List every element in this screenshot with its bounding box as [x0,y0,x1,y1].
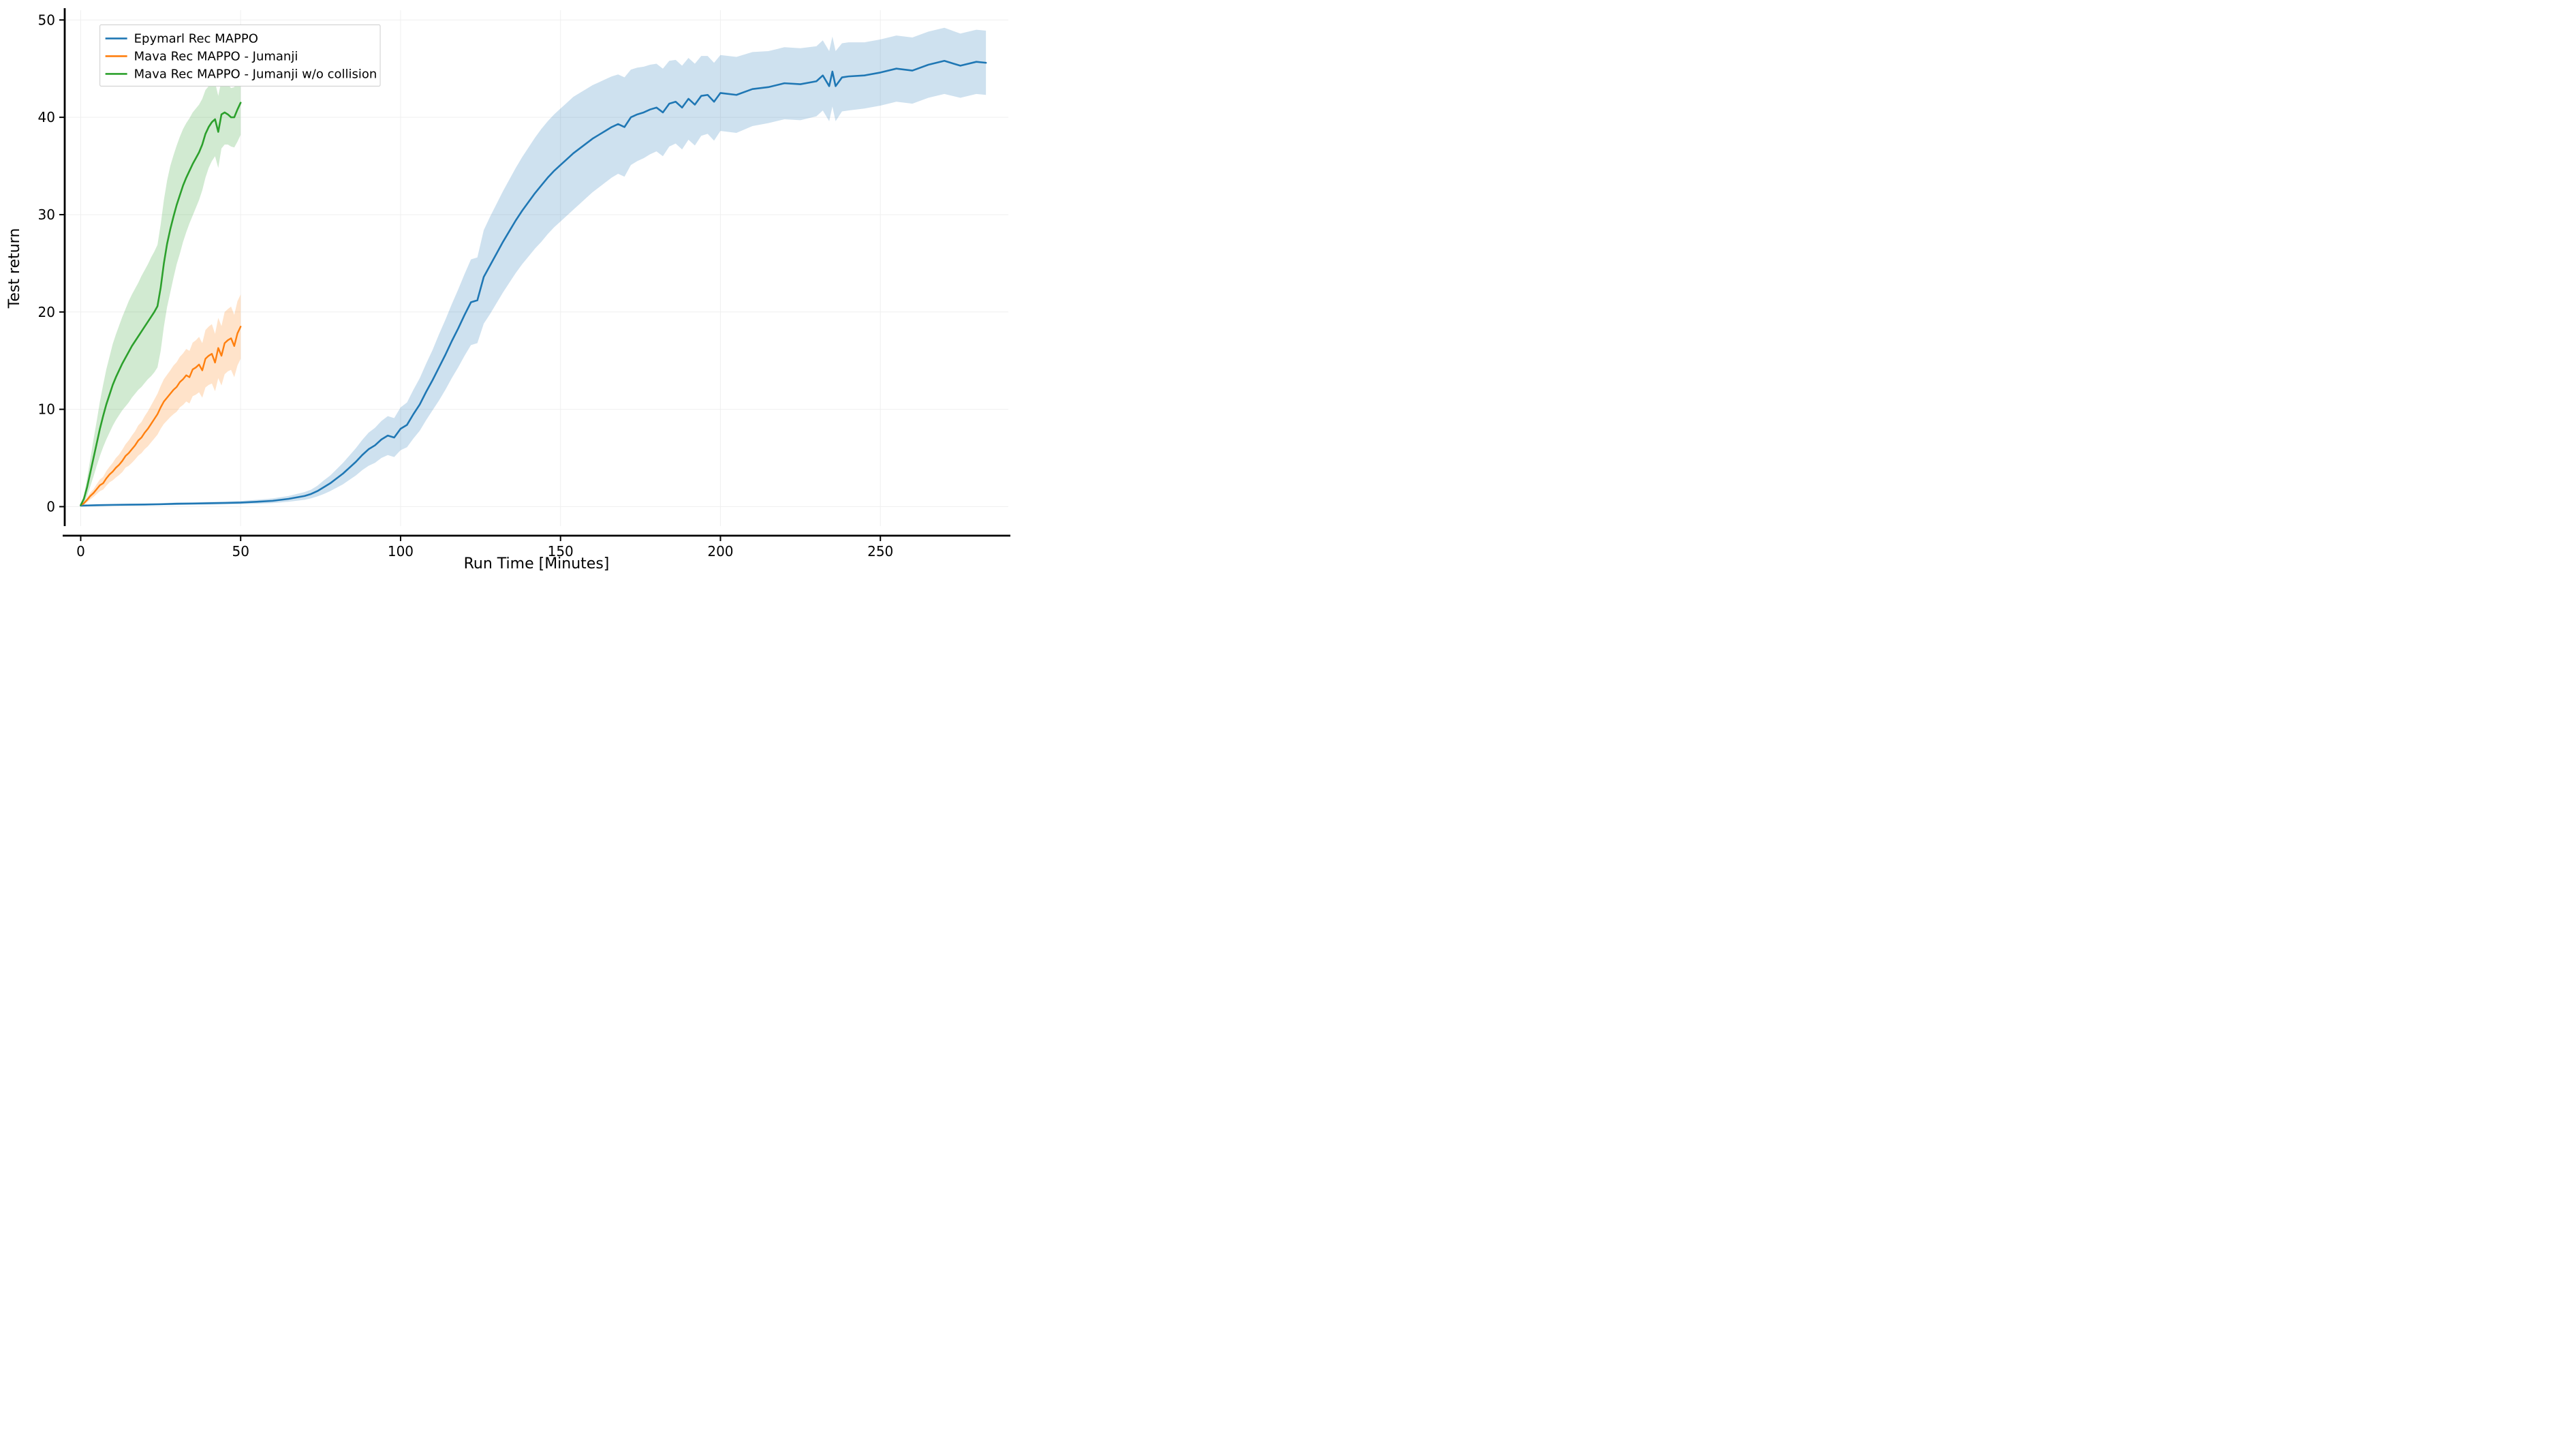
legend: Epymarl Rec MAPPO Mava Rec MAPPO - Jumanj… [100,25,380,86]
legend-label: Epymarl Rec MAPPO [134,31,258,46]
x-axis-label: Run Time [Minutes] [464,555,610,572]
x-tick-label: 50 [232,543,249,560]
y-tick-label: 10 [38,401,55,418]
chart-svg: 05010015020025001020304050Run Time [Minu… [0,0,1029,581]
y-tick-label: 0 [46,498,55,515]
y-tick-label: 50 [38,12,55,28]
y-axis-label: Test return [6,228,23,309]
legend-label: Mava Rec MAPPO - Jumanji w/o collision [134,67,377,81]
x-tick-label: 200 [707,543,733,560]
line-chart: 05010015020025001020304050Run Time [Minu… [0,0,1029,581]
y-tick-label: 30 [38,206,55,223]
legend-label: Mava Rec MAPPO - Jumanji [134,49,298,63]
y-tick-label: 20 [38,304,55,320]
x-tick-label: 250 [867,543,893,560]
y-tick-label: 40 [38,109,55,125]
x-tick-label: 100 [388,543,414,560]
x-tick-label: 0 [76,543,85,560]
